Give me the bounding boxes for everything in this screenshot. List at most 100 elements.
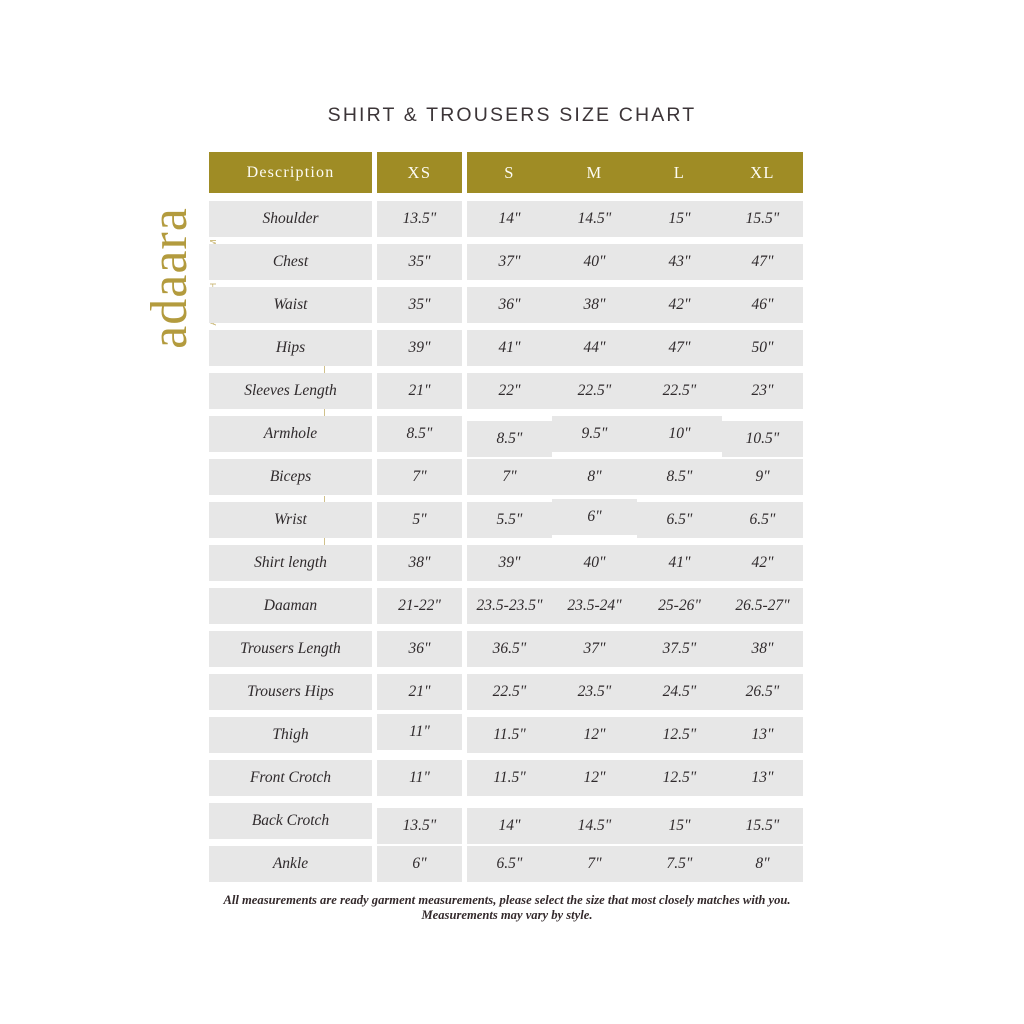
table-cell: 6.5" xyxy=(467,846,552,882)
table-cell: 23" xyxy=(722,373,803,409)
brand-logo: adaara AN ETHNIC EMPIRE xyxy=(128,178,325,554)
table-row: Wrist 5" 5.5" 6" 6.5" 6.5" xyxy=(209,499,803,538)
table-cell: 44" xyxy=(552,330,637,366)
table-cell: 38" xyxy=(722,631,803,667)
table-cell: 13" xyxy=(722,760,803,796)
table-cell: 11" xyxy=(377,760,462,796)
table-cell: 22.5" xyxy=(467,674,552,710)
table-cell: 5" xyxy=(377,502,462,538)
table-cell: 21" xyxy=(377,674,462,710)
table-cell: 12.5" xyxy=(637,717,722,753)
row-label: Sleeves Length xyxy=(209,373,372,409)
table-cell: 40" xyxy=(552,244,637,280)
row-label: Hips xyxy=(209,330,372,366)
row-label: Chest xyxy=(209,244,372,280)
table-cell: 7.5" xyxy=(637,846,722,882)
row-label: Shoulder xyxy=(209,201,372,237)
table-cell: 6.5" xyxy=(637,502,722,538)
row-label: Shirt length xyxy=(209,545,372,581)
table-cell: 41" xyxy=(637,545,722,581)
table-cell: 38" xyxy=(552,287,637,323)
row-label: Biceps xyxy=(209,459,372,495)
table-cell: 36" xyxy=(467,287,552,323)
table-cell: 14" xyxy=(467,201,552,237)
table-cell: 5.5" xyxy=(467,502,552,538)
table-row: Thigh 11" 11.5" 12" 12.5" 13" xyxy=(209,714,803,753)
table-cell: 43" xyxy=(637,244,722,280)
table-cell: 46" xyxy=(722,287,803,323)
table-cell: 8" xyxy=(722,846,803,882)
table-row: Hips 39" 41" 44" 47" 50" xyxy=(209,330,803,366)
table-cell: 14.5" xyxy=(552,808,637,844)
table-cell: 23.5-23.5" xyxy=(467,588,552,624)
row-label: Trousers Length xyxy=(209,631,372,667)
table-row: Shirt length 38" 39" 40" 41" 42" xyxy=(209,545,803,581)
row-label: Back Crotch xyxy=(209,803,372,839)
table-cell: 7" xyxy=(377,459,462,495)
table-cell: 36.5" xyxy=(467,631,552,667)
table-cell: 11" xyxy=(377,714,462,750)
table-cell: 13.5" xyxy=(377,808,462,844)
row-label: Thigh xyxy=(209,717,372,753)
table-row: Front Crotch 11" 11.5" 12" 12.5" 13" xyxy=(209,760,803,796)
table-cell: 7" xyxy=(467,459,552,495)
measurement-note: All measurements are ready garment measu… xyxy=(223,893,791,922)
table-header-row: Description XS S M L XL xyxy=(209,152,803,193)
table-cell: 42" xyxy=(722,545,803,581)
table-cell: 12" xyxy=(552,760,637,796)
table-cell: 37.5" xyxy=(637,631,722,667)
table-cell: 14.5" xyxy=(552,201,637,237)
column-header-m: M xyxy=(552,152,637,193)
row-label: Armhole xyxy=(209,416,372,452)
table-cell: 22.5" xyxy=(552,373,637,409)
table-row: Armhole 8.5" 8.5" 9.5" 10" 10.5" xyxy=(209,416,803,457)
table-cell: 50" xyxy=(722,330,803,366)
table-cell: 6" xyxy=(377,846,462,882)
table-cell: 26.5" xyxy=(722,674,803,710)
table-cell: 14" xyxy=(467,808,552,844)
row-label: Ankle xyxy=(209,846,372,882)
table-cell: 15.5" xyxy=(722,808,803,844)
column-header-l: L xyxy=(637,152,722,193)
table-cell: 12" xyxy=(552,717,637,753)
table-cell: 15.5" xyxy=(722,201,803,237)
row-label: Trousers Hips xyxy=(209,674,372,710)
page-title: SHIRT & TROUSERS SIZE CHART xyxy=(327,104,697,126)
table-cell: 35" xyxy=(377,244,462,280)
size-chart-table: Description XS S M L XL Shoulder 13.5" 14" 14.5" 1… xyxy=(209,152,803,889)
table-cell: 47" xyxy=(637,330,722,366)
table-cell: 21-22" xyxy=(377,588,462,624)
table-cell: 22" xyxy=(467,373,552,409)
table-row: Waist 35" 36" 38" 42" 46" xyxy=(209,287,803,323)
row-label: Daaman xyxy=(209,588,372,624)
row-label: Waist xyxy=(209,287,372,323)
table-cell: 12.5" xyxy=(637,760,722,796)
table-cell: 10.5" xyxy=(722,421,803,457)
table-cell: 38" xyxy=(377,545,462,581)
table-cell: 23.5" xyxy=(552,674,637,710)
table-cell: 21" xyxy=(377,373,462,409)
table-row: Trousers Hips 21" 22.5" 23.5" 24.5" 26.5" xyxy=(209,674,803,710)
table-cell: 41" xyxy=(467,330,552,366)
table-row: Chest 35" 37" 40" 43" 47" xyxy=(209,244,803,280)
table-row: Daaman 21-22" 23.5-23.5" 23.5-24" 25-26" 26.5… xyxy=(209,588,803,624)
table-cell: 8.5" xyxy=(637,459,722,495)
table-cell: 7" xyxy=(552,846,637,882)
table-cell: 9.5" xyxy=(552,416,637,452)
table-cell: 24.5" xyxy=(637,674,722,710)
table-cell: 42" xyxy=(637,287,722,323)
table-cell: 25-26" xyxy=(637,588,722,624)
table-cell: 26.5-27" xyxy=(722,588,803,624)
table-cell: 11.5" xyxy=(467,717,552,753)
table-cell: 8" xyxy=(552,459,637,495)
brand-name: adaara xyxy=(141,207,198,349)
table-cell: 10" xyxy=(637,416,722,452)
column-header-xs: XS xyxy=(377,152,462,193)
table-cell: 36" xyxy=(377,631,462,667)
table-cell: 23.5-24" xyxy=(552,588,637,624)
table-cell: 8.5" xyxy=(467,421,552,457)
table-cell: 40" xyxy=(552,545,637,581)
column-header-description: Description xyxy=(209,152,372,193)
table-cell: 6.5" xyxy=(722,502,803,538)
